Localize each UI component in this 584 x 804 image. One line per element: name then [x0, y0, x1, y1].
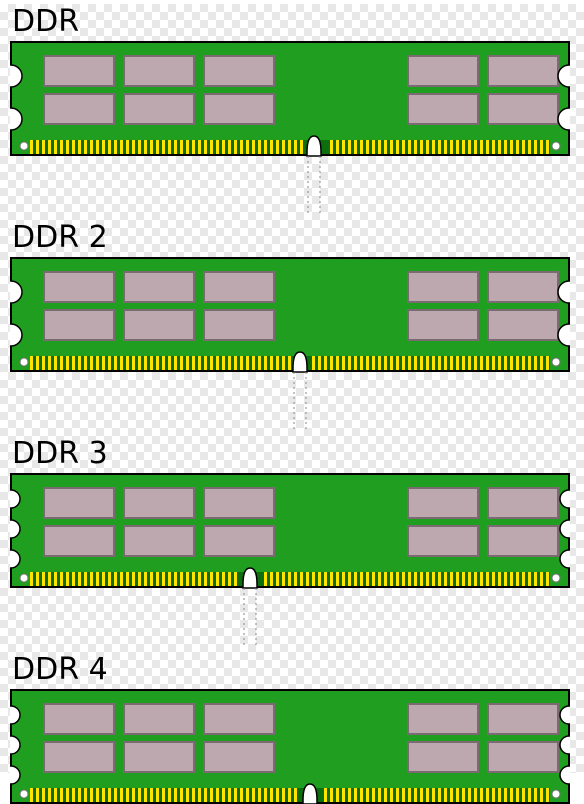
ddr4-label: DDR 4: [12, 652, 574, 687]
ddr2-label: DDR 2: [12, 220, 574, 255]
ddr4-module: [10, 689, 570, 804]
ddr1-label: DDR: [12, 4, 574, 39]
ddr2-module: [10, 257, 570, 432]
ddr3-module: [10, 473, 570, 648]
ddr3-label: DDR 3: [12, 436, 574, 471]
diagram-content: DDR DDR 2 DDR 3 DDR 4: [0, 4, 584, 804]
ddr1-module: [10, 41, 570, 216]
